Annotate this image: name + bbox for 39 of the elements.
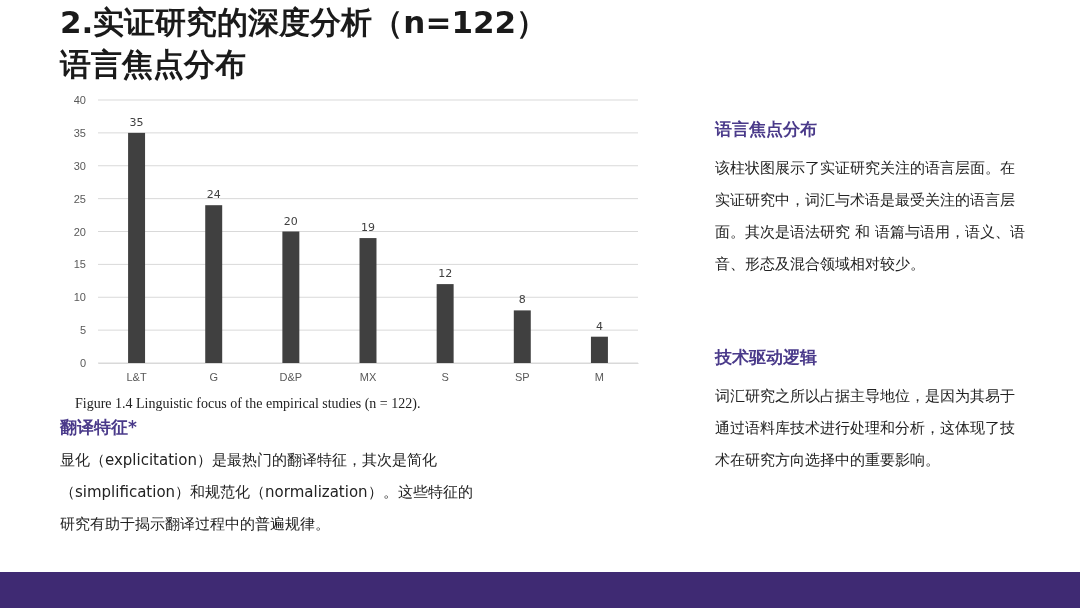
x-tick-label: G — [209, 370, 218, 383]
bar — [436, 284, 454, 363]
text: 该柱状图展示了实证研究关注的语言层面。在实证研究中，词汇与术语是最受关注的语言层面。其次是语法研究 和 语篇与语用，语义、语音、形态及混合领域相对较少。 — [715, 158, 1025, 275]
text: 翻译特征* — [60, 416, 138, 439]
text: 语言焦点分布 — [715, 118, 818, 141]
y-tick-label: 30 — [73, 159, 86, 172]
bar — [282, 231, 300, 363]
bar — [513, 310, 531, 363]
bar — [359, 238, 377, 363]
x-tick-label: L&T — [126, 370, 147, 383]
y-tick-label: 40 — [73, 94, 86, 107]
x-tick-label: D&P — [279, 370, 303, 383]
x-tick-label: M — [594, 370, 605, 383]
y-tick-label: 15 — [73, 258, 86, 271]
data-label: 8 — [518, 293, 526, 307]
data-label: 24 — [206, 188, 221, 202]
x-tick-label: S — [441, 370, 449, 383]
bar — [590, 336, 608, 363]
x-tick-label: MX — [359, 370, 377, 383]
data-label: 19 — [361, 221, 375, 235]
y-tick-label: 25 — [73, 192, 86, 205]
data-label: 4 — [595, 319, 603, 333]
bar — [205, 205, 223, 363]
data-label: 12 — [438, 267, 453, 281]
data-label: 20 — [283, 214, 298, 228]
y-tick-label: 20 — [73, 225, 86, 238]
chart-subtitle: 语言焦点分布 — [60, 45, 246, 84]
y-tick-label: 10 — [73, 291, 86, 304]
data-label: 35 — [129, 115, 144, 129]
chart-title: 2.实证研究的深度分析（n=122） — [60, 3, 548, 42]
text: 技术驱动逻辑 — [715, 346, 818, 369]
y-tick-label: 5 — [79, 324, 86, 337]
y-tick-label: 0 — [79, 357, 86, 370]
y-tick-label: 35 — [73, 126, 86, 139]
caption: Figure 1.4 Linguistic focus of the empirical studies (n = 122). — [75, 396, 422, 412]
text: 词汇研究之所以占据主导地位，是因为其易于通过语料库技术进行处理和分析，这体现了技术在研究方向选择中的重要影响。 — [715, 386, 1016, 471]
x-tick-label: SP — [514, 370, 530, 383]
bar — [128, 132, 146, 363]
text: 显化（explicitation）是最热门的翻译特征，其次是简化（simplification）和规范化（normalization）。这些特征的研究有助于揭示翻译过程中的普遍规律。 — [60, 450, 474, 535]
